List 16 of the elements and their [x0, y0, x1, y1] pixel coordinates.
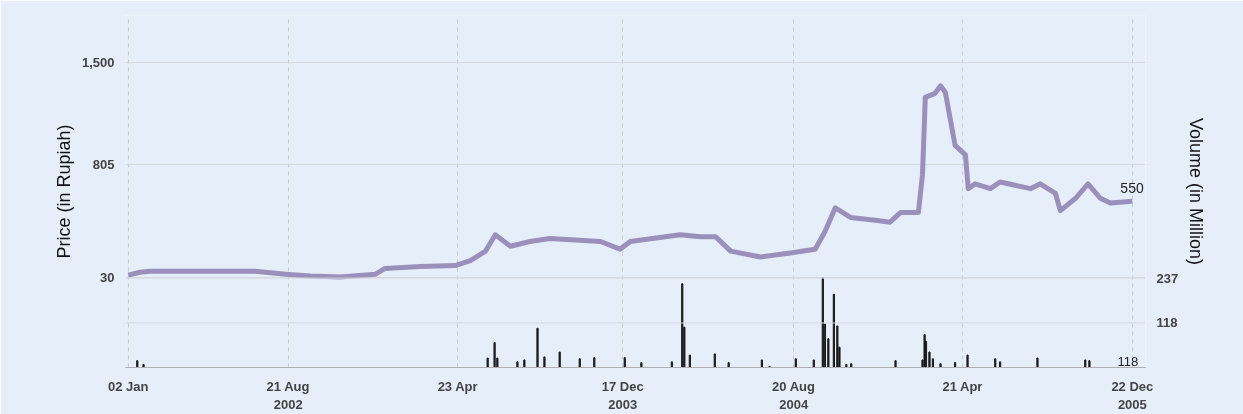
x-tick-label: 23 Apr: [437, 378, 478, 394]
x-tick-label: 22 Dec 2005: [1111, 378, 1154, 412]
y2-tick-label: 118: [1156, 315, 1178, 331]
y-tick-label: 805: [92, 156, 115, 172]
annotation: 550: [1120, 180, 1144, 197]
x-tick-label: 20 Aug 2004: [772, 378, 815, 412]
y-tick-label: 30: [100, 269, 115, 285]
x-tick-label: 21 Aug 2002: [266, 378, 310, 412]
x-tick-label: 17 Dec 2003: [601, 378, 644, 412]
y2-axis-title: Volume (in Million): [1186, 117, 1207, 266]
x-tick-label: 21 Apr: [942, 378, 983, 394]
y-tick-label: 1,500: [81, 55, 115, 71]
y-axis-title: Price (in Rupiah): [53, 124, 74, 259]
x-tick-label: 02 Jan: [108, 378, 149, 394]
y2-tick-label: 237: [1156, 270, 1179, 286]
annotation: 118: [1117, 353, 1139, 369]
